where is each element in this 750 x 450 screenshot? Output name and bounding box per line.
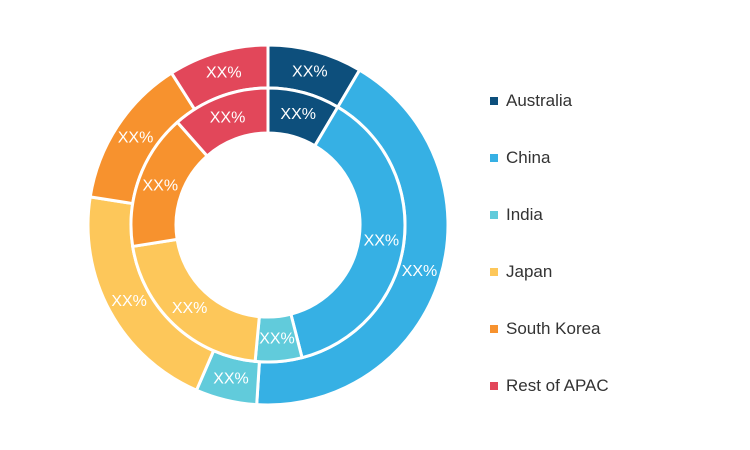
inner-slice-label: XX% [280, 106, 316, 123]
legend-item-rest-of-apac[interactable]: Rest of APAC [490, 357, 609, 414]
inner-slice-rest-of-apac[interactable] [175, 86, 270, 158]
legend-swatch [490, 267, 498, 276]
legend-item-south-korea[interactable]: South Korea [490, 300, 609, 357]
outer-slice-label: XX% [292, 64, 328, 81]
outer-slice-label: XX% [111, 293, 147, 310]
inner-ring [129, 86, 407, 364]
legend-swatch [490, 96, 498, 105]
outer-slice-label: XX% [206, 64, 242, 81]
legend: Australia China India Japan South Korea … [490, 72, 609, 414]
legend-label: South Korea [506, 318, 601, 338]
legend-item-australia[interactable]: Australia [490, 72, 609, 129]
inner-slice-label: XX% [210, 109, 246, 126]
outer-slice-label: XX% [402, 263, 438, 280]
legend-item-china[interactable]: China [490, 129, 609, 186]
legend-label: Rest of APAC [506, 375, 609, 395]
outer-slice-label: XX% [118, 129, 154, 146]
legend-swatch [490, 324, 498, 333]
inner-slice-label: XX% [172, 300, 208, 317]
slice-labels: XX%XX%XX%XX%XX%XX%XX%XX%XX%XX%XX%XX% [111, 64, 437, 388]
inner-slice-label: XX% [364, 233, 400, 250]
legend-swatch [490, 210, 498, 219]
legend-item-japan[interactable]: Japan [490, 243, 609, 300]
legend-label: China [506, 147, 551, 167]
legend-label: Japan [506, 261, 553, 281]
legend-item-india[interactable]: India [490, 186, 609, 243]
legend-swatch [490, 153, 498, 162]
inner-slice-label: XX% [259, 331, 295, 348]
legend-label: Australia [506, 90, 573, 110]
outer-slice-label: XX% [213, 371, 249, 388]
legend-label: India [506, 204, 543, 224]
inner-slice-label: XX% [142, 178, 178, 195]
legend-swatch [490, 381, 498, 390]
inner-slice-china[interactable] [289, 105, 407, 360]
